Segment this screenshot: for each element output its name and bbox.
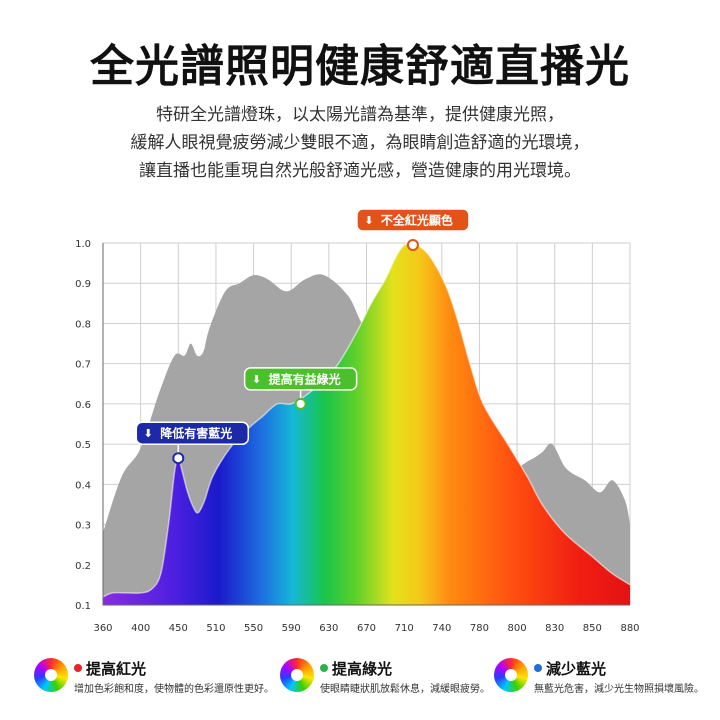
description-line-1: 特研全光譜燈珠，以太陽光譜為基準，提供健康光照， — [156, 105, 564, 125]
callout-label: 不全紅光顯色 — [381, 213, 453, 228]
down-arrow-icon: ⬇ — [252, 373, 261, 386]
x-tick-label: 800 — [508, 623, 527, 634]
annotation-callout: ⬇ 不全紅光顯色 — [356, 208, 470, 252]
annotation-callout: ⬇ 降低有害藍光 — [135, 421, 250, 465]
down-arrow-icon: ⬇ — [364, 214, 373, 227]
peak-marker — [172, 452, 185, 465]
y-tick-label: 0.4 — [75, 480, 91, 491]
x-tick-label: 850 — [583, 623, 602, 634]
callout-box — [356, 208, 470, 232]
blue-dot-icon — [534, 664, 542, 672]
x-tick-label: 450 — [169, 623, 188, 634]
x-tick-label: 880 — [620, 623, 639, 634]
y-tick-label: 0.3 — [75, 521, 91, 532]
feature-title: 提高綠光 — [332, 660, 393, 678]
page-title: 全光譜照明健康舒適直播光 — [90, 41, 630, 92]
annotation-callout: ⬇ 提高有益綠光 — [243, 367, 358, 410]
y-tick-label: 0.1 — [75, 601, 91, 612]
chart-series — [102, 242, 631, 605]
feature-green: 提高綠光 使眼睛睫狀肌放鬆休息，減緩眼疲勞。 — [280, 650, 490, 700]
callout-box — [135, 421, 250, 445]
x-tick-label: 710 — [395, 623, 414, 634]
peak-marker — [406, 239, 419, 252]
color-wheel-icon — [280, 658, 314, 692]
y-tick-label: 1.0 — [75, 239, 91, 250]
down-arrow-icon: ⬇ — [144, 427, 153, 440]
red-dot-icon — [74, 664, 82, 672]
y-tick-label: 0.5 — [75, 440, 91, 451]
feature-title: 提高紅光 — [86, 660, 147, 678]
callout-label: 提高有益綠光 — [269, 371, 341, 386]
feature-blue: 減少藍光 無藍光危害，減少光生物照損壞風險。 — [494, 650, 714, 700]
y-tick-label: 0.2 — [75, 561, 91, 572]
chart-annotations: ⬇ 降低有害藍光 ⬇ 提高有益綠光 ⬇ 不全紅光顯色 — [135, 208, 470, 465]
peak-marker — [294, 397, 307, 410]
callout-box — [243, 367, 358, 391]
y-tick-label: 0.7 — [75, 360, 91, 371]
description-line-3: 讓直播也能重現自然光般舒適光感，營造健康的用光環境。 — [139, 161, 581, 181]
description-line-2: 緩解人眼視覺疲勞減少雙眼不適，為眼睛創造舒適的光環境， — [130, 133, 590, 153]
y-tick-label: 0.9 — [75, 279, 91, 290]
x-tick-label: 590 — [282, 623, 301, 634]
spectrum-chart: 0.1 0.2 0.3 0.4 0.5 0.6 0.7 0.8 0.9 1.0 360 400 450 5… — [75, 208, 640, 634]
full-spectrum-area — [103, 243, 630, 605]
x-tick-label: 510 — [206, 623, 225, 634]
y-tick-label: 0.6 — [75, 400, 91, 411]
feature-red: 提高紅光 增加色彩飽和度，使物體的色彩還原性更好。 — [34, 650, 274, 700]
axis-lines — [102, 243, 630, 606]
feature-desc: 無藍光危害，減少光生物照損壞風險。 — [534, 684, 704, 695]
x-tick-label: 630 — [319, 623, 338, 634]
callout-label: 降低有害藍光 — [160, 426, 232, 441]
y-tick-label: 0.8 — [75, 319, 91, 330]
feature-desc: 使眼睛睫狀肌放鬆休息，減緩眼疲勞。 — [320, 684, 490, 695]
x-tick-label: 740 — [432, 623, 451, 634]
x-tick-label: 670 — [357, 623, 376, 634]
color-wheel-icon — [494, 658, 528, 692]
x-tick-label: 550 — [244, 623, 263, 634]
feature-desc: 增加色彩飽和度，使物體的色彩還原性更好。 — [74, 684, 274, 695]
x-tick-label: 400 — [131, 623, 150, 634]
x-tick-label: 780 — [470, 623, 489, 634]
chart-axes: 0.1 0.2 0.3 0.4 0.5 0.6 0.7 0.8 0.9 1.0 360 400 450 5… — [75, 239, 639, 634]
green-dot-icon — [320, 664, 328, 672]
feature-title: 減少藍光 — [546, 660, 607, 678]
x-tick-label: 830 — [545, 623, 564, 634]
color-wheel-icon — [34, 658, 68, 692]
x-tick-label: 360 — [93, 623, 112, 634]
